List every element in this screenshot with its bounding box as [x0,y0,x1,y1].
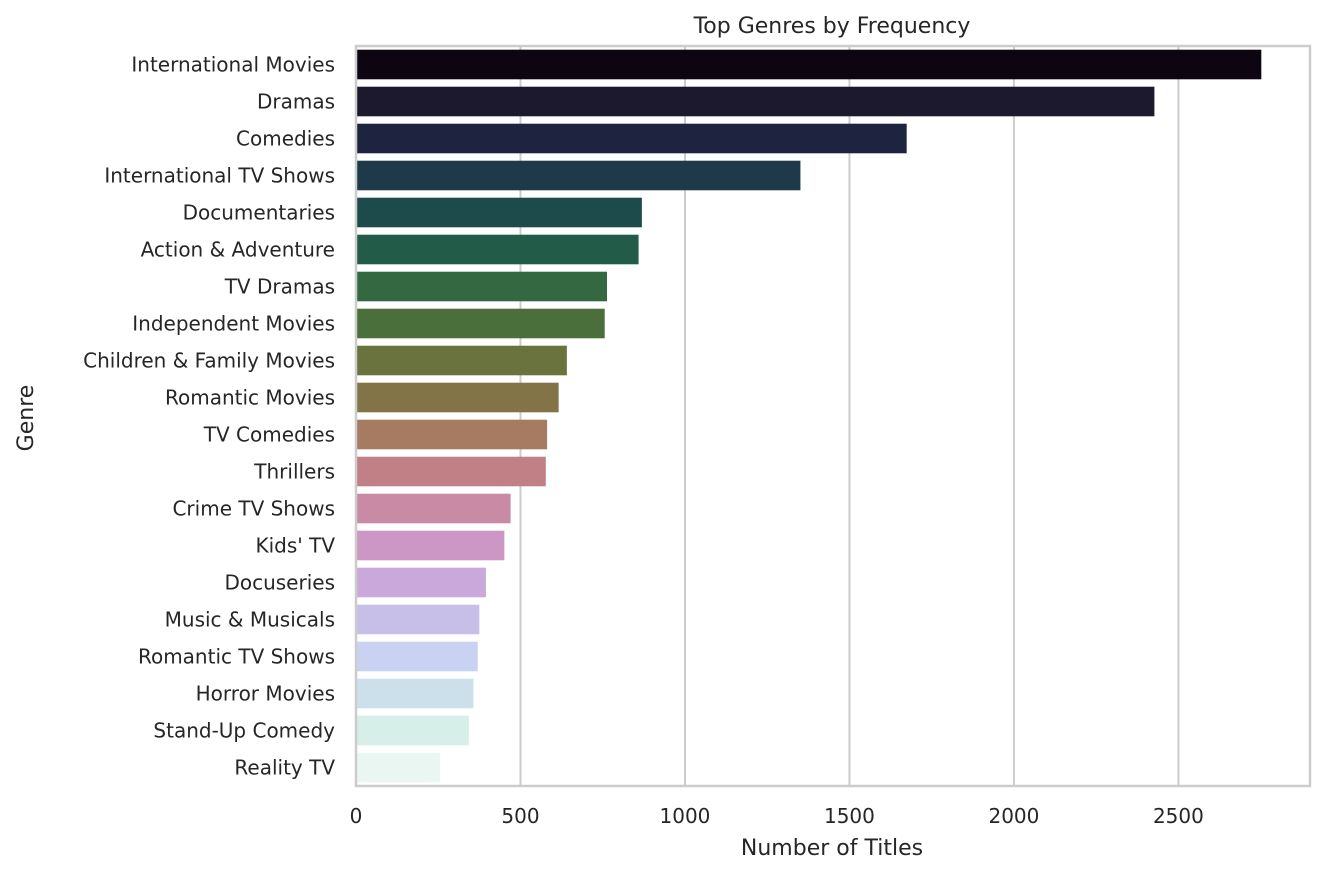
bar [356,345,567,376]
y-tick-label: Children & Family Movies [83,349,335,373]
y-tick-label: Thrillers [253,460,335,484]
bar [356,567,486,598]
y-axis-label: Genre [14,385,39,452]
y-tick-label: Independent Movies [132,312,335,336]
chart-title: Top Genres by Frequency [693,14,971,39]
y-tick-label: Romantic TV Shows [138,645,335,669]
y-tick-label: International TV Shows [104,164,335,188]
bar [356,160,801,191]
x-tick-labels: 0 500 1000 1500 2000 2500 [350,804,1204,828]
bar [356,308,605,339]
bar [356,419,548,450]
x-tick-label: 1000 [660,804,711,828]
y-tick-label: Crime TV Shows [172,497,335,521]
y-tick-label: Reality TV [234,756,335,780]
y-tick-label: Horror Movies [196,682,335,706]
bars [356,49,1262,783]
y-tick-label: TV Dramas [224,275,335,299]
y-tick-label: Stand-Up Comedy [153,719,335,743]
plot-frame [354,44,1312,788]
bar [356,271,608,302]
y-tick-label: TV Comedies [203,423,335,447]
y-tick-label: Kids' TV [255,534,335,558]
y-tick-label: Documentaries [183,201,335,225]
x-tick-label: 1500 [824,804,875,828]
bar [356,123,907,154]
y-tick-label: Dramas [257,90,335,114]
bar [356,530,505,561]
bar [356,678,474,709]
x-tick-label: 500 [501,804,539,828]
bar [356,604,480,635]
x-tick-label: 0 [350,804,363,828]
y-tick-label: International Movies [131,53,335,77]
bar [356,382,559,413]
bar [356,456,546,487]
x-axis-label: Number of Titles [741,836,923,861]
bar [356,86,1155,117]
x-tick-label: 2000 [988,804,1039,828]
bar [356,715,469,746]
bar [356,197,642,228]
gridlines [355,46,1180,786]
bar [356,493,511,524]
y-tick-label: Comedies [236,127,335,151]
x-tick-label: 2500 [1153,804,1204,828]
y-tick-labels: International Movies Dramas Comedies Intern… [83,53,335,780]
bar [356,752,440,783]
y-tick-label: Romantic Movies [165,386,335,410]
bar [356,234,639,265]
y-tick-label: Action & Adventure [141,238,335,262]
bar [356,641,478,672]
y-tick-label: Music & Musicals [165,608,335,632]
bar [356,49,1262,80]
y-tick-label: Docuseries [224,571,335,595]
